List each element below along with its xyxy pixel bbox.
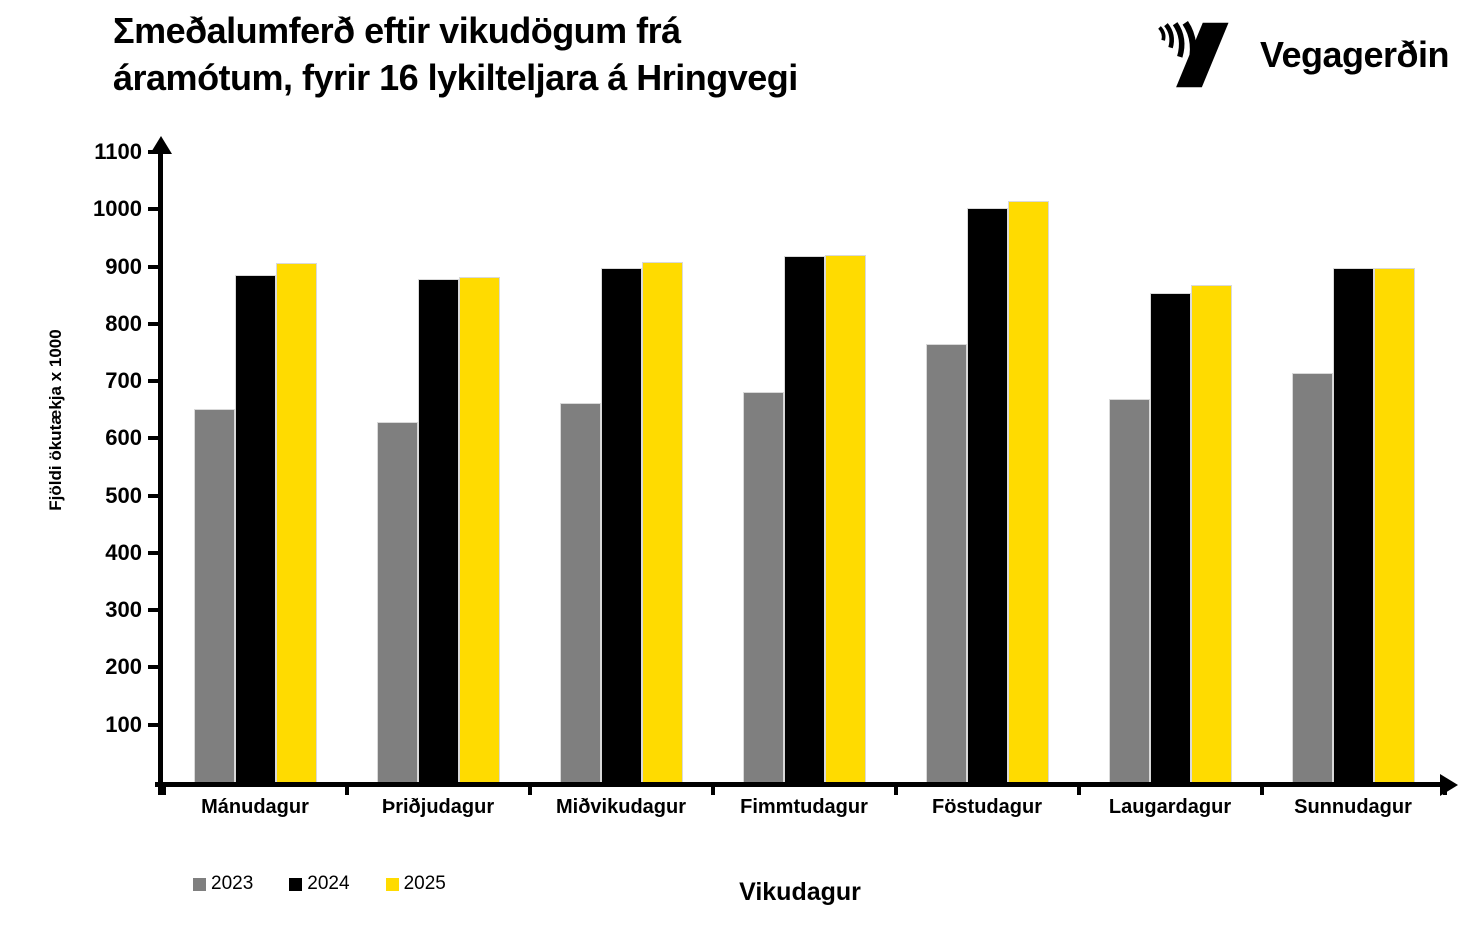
vegagerdin-logo: Vegagerðin <box>1154 18 1450 92</box>
y-tick-mark <box>148 321 161 326</box>
legend-swatch-2025 <box>385 877 399 891</box>
x-category-label-fimmtudagur: Fimmtudagur <box>740 796 868 818</box>
y-tick-label: 1100 <box>94 139 142 164</box>
y-tick-label: 800 <box>105 310 142 336</box>
bar-2024-föstudagur <box>966 208 1008 782</box>
legend-swatch-2023 <box>193 877 206 891</box>
y-tick-mark <box>148 207 161 212</box>
x-tick-mark <box>344 782 349 795</box>
y-tick-label: 900 <box>105 253 142 279</box>
chart-title-line1: Σmeðalumferð eftir vikudögum frá <box>113 10 681 51</box>
x-axis-title: Vikudagur <box>739 878 861 906</box>
bar-2025-sunnudagur <box>1373 268 1415 782</box>
legend-item-2023: 2023 <box>193 873 253 895</box>
y-tick-mark <box>148 722 161 727</box>
bar-2023-sunnudagur <box>1291 373 1333 782</box>
y-axis-line <box>158 150 163 795</box>
legend-item-2025: 2025 <box>385 873 446 895</box>
y-tick-label: 600 <box>105 425 142 451</box>
bar-2024-þriðjudagur <box>417 278 459 782</box>
bar-2023-miðvikudagur <box>559 403 601 782</box>
bar-2023-föstudagur <box>925 343 967 782</box>
y-tick-mark <box>148 493 161 498</box>
bar-2023-þriðjudagur <box>376 422 418 782</box>
x-category-label-miðvikudagur: Miðvikudagur <box>555 796 686 818</box>
x-tick-mark <box>527 782 532 795</box>
y-tick-mark <box>148 264 161 269</box>
y-tick-mark <box>148 379 161 384</box>
bar-2025-miðvikudagur <box>641 261 683 782</box>
chart-title: Σmeðalumferð eftir vikudögum frá áramótu… <box>113 8 798 102</box>
legend-item-2024: 2024 <box>289 873 350 895</box>
y-tick-mark <box>148 436 161 441</box>
x-category-label-þriðjudagur: Þriðjudagur <box>381 796 495 818</box>
bar-2025-fimmtudagur <box>824 254 866 782</box>
x-category-label-mánudagur: Mánudagur <box>201 796 309 818</box>
x-tick-mark <box>1259 782 1264 795</box>
bar-2024-fimmtudagur <box>783 256 825 782</box>
x-tick-mark <box>710 782 715 795</box>
bar-2023-mánudagur <box>193 409 235 782</box>
bar-2025-föstudagur <box>1007 201 1049 782</box>
bar-2023-laugardagur <box>1108 399 1150 782</box>
legend-label-2023: 2023 <box>211 873 254 894</box>
y-tick-mark <box>148 150 161 154</box>
y-tick-label: 500 <box>105 482 142 508</box>
y-tick-label: 300 <box>105 597 142 623</box>
y-tick-mark <box>148 665 161 670</box>
bar-2024-miðvikudagur <box>600 268 642 782</box>
legend: 2023 2024 2025 <box>193 873 446 895</box>
chart-title-line2: áramótum, fyrir 16 lykilteljara á Hringv… <box>113 56 798 98</box>
bar-2024-laugardagur <box>1149 293 1191 782</box>
bar-2023-fimmtudagur <box>742 391 784 782</box>
bar-2025-þriðjudagur <box>458 276 500 782</box>
y-tick-label: 1000 <box>93 196 142 222</box>
y-axis-arrow-icon <box>150 136 172 154</box>
y-tick-mark <box>148 550 161 555</box>
x-tick-mark <box>1076 782 1081 795</box>
x-category-label-laugardagur: Laugardagur <box>1108 796 1232 818</box>
legend-label-2025: 2025 <box>403 873 446 894</box>
x-axis-line <box>155 782 1443 787</box>
legend-label-2024: 2024 <box>307 873 350 894</box>
x-tick-mark <box>1442 782 1447 795</box>
y-tick-label: 200 <box>105 654 142 680</box>
bar-2025-laugardagur <box>1190 284 1232 782</box>
bar-2025-mánudagur <box>275 263 317 782</box>
x-tick-mark <box>161 782 166 795</box>
vegagerdin-logo-mark <box>1158 21 1229 88</box>
x-tick-mark <box>893 782 898 795</box>
bar-2024-mánudagur <box>234 275 276 782</box>
y-tick-label: 100 <box>105 711 142 737</box>
legend-swatch-2024 <box>289 877 303 891</box>
y-tick-label: 400 <box>105 539 142 565</box>
x-category-label-föstudagur: Föstudagur <box>932 796 1042 818</box>
y-axis-title: Fjöldi ökutækja x 1000 <box>46 329 65 511</box>
y-tick-label: 700 <box>105 368 142 394</box>
logo-wordmark: Vegagerðin <box>1259 34 1450 75</box>
x-category-label-sunnudagur: Sunnudagur <box>1294 796 1412 818</box>
bar-2024-sunnudagur <box>1332 268 1374 782</box>
y-tick-mark <box>148 608 161 613</box>
